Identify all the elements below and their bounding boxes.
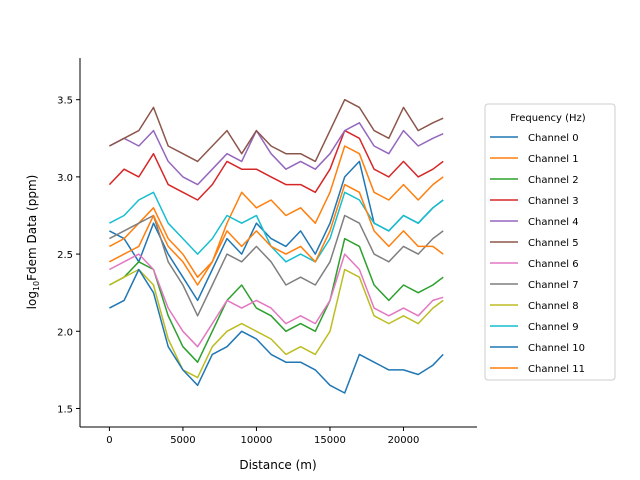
y-axis-label: log10Fdem Data (ppm) [25,175,41,310]
series-line-1 [109,145,444,278]
legend-label-2: Channel 2 [528,175,579,186]
series-line-10 [109,268,444,394]
legend-label-8: Channel 8 [528,301,579,312]
legend-label-0: Channel 0 [528,133,579,144]
series-line-9 [109,191,444,263]
series-line-2 [109,237,444,363]
series-line-7 [109,214,444,317]
y-axis-label-rest: Fdem Data (ppm) [25,175,39,281]
series-line-0 [109,160,444,302]
legend-frame [484,103,616,381]
series-line-5 [109,98,444,163]
legend-label-7: Channel 7 [528,280,579,291]
series-line-4 [109,122,444,186]
legend-label-6: Channel 6 [528,259,579,270]
y-ticks: 1.5 2.0 2.5 3.0 3.5 [57,96,80,415]
x-tick-label: 10000 [241,435,273,446]
series-line-8 [109,268,444,379]
plot-lines [108,98,444,394]
y-tick-label: 3.0 [57,173,73,184]
series-line-11 [109,183,444,286]
y-tick-label: 2.0 [57,327,73,338]
series-line-3 [108,129,444,201]
legend-label-4: Channel 4 [528,217,579,228]
x-tick-label: 5000 [170,435,195,446]
y-tick-label: 3.5 [57,96,73,107]
y-axis-label-log: log [25,291,39,309]
y-tick-label: 2.5 [57,250,73,261]
x-tick-label: 0 [106,435,112,446]
legend-label-9: Channel 9 [528,322,579,333]
y-tick-label: 1.5 [57,404,73,415]
x-tick-label: 20000 [388,435,420,446]
legend-items: Channel 0 Channel 1 Channel 2 Channel 3 Chan… [490,133,585,375]
legend-label-3: Channel 3 [528,196,579,207]
legend-label-5: Channel 5 [528,238,579,249]
legend-label-11: Channel 11 [528,364,585,375]
x-axis-label: Distance (m) [239,458,316,472]
series-line-6 [109,253,444,348]
x-ticks: 0 5000 10000 15000 20000 [106,427,419,446]
legend-title: Frequency (Hz) [510,113,586,124]
legend-label-10: Channel 10 [528,343,585,354]
legend-label-1: Channel 1 [528,154,579,165]
x-tick-label: 15000 [314,435,346,446]
y-axis-label-sub: 10 [32,281,41,291]
